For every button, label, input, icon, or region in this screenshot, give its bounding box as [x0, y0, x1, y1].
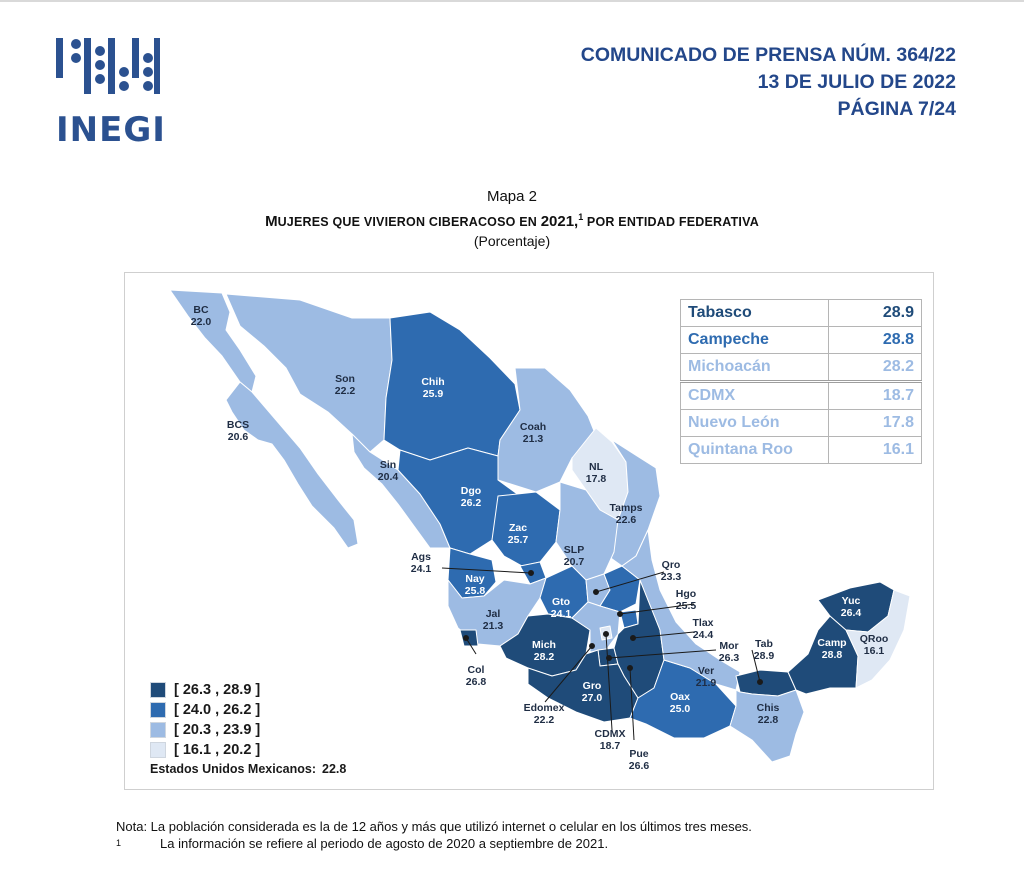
state-qroo	[845, 589, 911, 689]
state-label-gro: Gro 27.0	[582, 680, 603, 704]
legend-swatch	[150, 682, 166, 698]
map-title-initial: M	[265, 213, 278, 230]
footnote-mark: 1	[116, 838, 122, 848]
legend-item: [ 20.3 , 23.9 ]	[150, 720, 260, 740]
state-label-qro: Qro 23.3	[661, 559, 682, 583]
map-title-tail: POR ENTIDAD FEDERATIVA	[583, 215, 759, 229]
map-title-footnote-mark: 1	[578, 212, 584, 222]
ranking-state: Campeche	[680, 326, 829, 354]
ranking-value: 16.1	[828, 436, 922, 464]
ranking-state: CDMX	[680, 380, 829, 410]
state-label-chih: Chih 25.9	[421, 376, 444, 400]
state-label-tamps: Tamps 22.6	[609, 502, 642, 526]
state-label-oax: Oax 25.0	[670, 691, 691, 715]
state-label-zac: Zac 25.7	[508, 522, 529, 546]
state-label-yuc: Yuc 26.4	[841, 595, 862, 619]
state-label-bc: BC 22.0	[191, 304, 212, 328]
state-bcs	[225, 381, 359, 549]
footnote-text: La información se refiere al periodo de …	[160, 836, 609, 851]
legend-item: [ 26.3 , 28.9 ]	[150, 680, 260, 700]
inegi-logo-text: INEGI	[56, 110, 166, 150]
ranking-value: 17.8	[828, 409, 922, 437]
state-label-edomex: Edomex 22.2	[524, 702, 565, 726]
ranking-row: Michoacán 28.2	[680, 353, 922, 382]
map-title-body: UJERES QUE VIVIERON CIBERACOSO EN	[277, 215, 541, 229]
state-label-jal: Jal 21.3	[483, 608, 504, 632]
ranking-value: 28.8	[828, 326, 922, 354]
state-label-chis: Chis 22.8	[757, 702, 780, 726]
ranking-row: Nuevo León 17.8	[680, 409, 922, 437]
legend-swatch	[150, 742, 166, 758]
state-label-slp: SLP 20.7	[564, 544, 585, 568]
ranking-row: CDMX 18.7	[680, 380, 922, 410]
press-release-number: COMUNICADO DE PRENSA NÚM. 364/22	[580, 44, 956, 66]
state-label-ver: Ver 21.9	[696, 665, 717, 689]
map-title-year: 2021,	[540, 213, 579, 230]
national-label: Estados Unidos Mexicanos:	[150, 762, 317, 776]
legend-swatch	[150, 722, 166, 738]
inegi-logo: INEGI	[56, 38, 165, 150]
ranking-state: Quintana Roo	[680, 436, 829, 464]
state-tamps	[607, 439, 661, 567]
footnote-row: 1 La información se refiere al periodo de…	[116, 835, 752, 852]
state-label-gto: Gto 24.1	[551, 596, 572, 620]
state-label-sin: Sin 20.4	[378, 459, 399, 483]
legend-item: [ 24.0 , 26.2 ]	[150, 700, 260, 720]
ranking-value: 18.7	[828, 380, 922, 410]
state-label-qroo: QRoo 16.1	[860, 633, 889, 657]
ranking-table: Tabasco 28.9 Campeche 28.8 Michoacán 28.2 C…	[680, 299, 922, 464]
ranking-state: Nuevo León	[680, 409, 829, 437]
ranking-row: Quintana Roo 16.1	[680, 436, 922, 464]
state-label-camp: Camp 28.8	[817, 637, 846, 661]
state-label-bcs: BCS 20.6	[227, 419, 249, 443]
state-label-coah: Coah 21.3	[520, 421, 546, 445]
state-bc	[169, 289, 257, 393]
state-label-nl: NL 17.8	[586, 461, 607, 485]
map-legend: [ 26.3 , 28.9 ] [ 24.0 , 26.2 ] [ 20.3 ,…	[150, 680, 260, 760]
ranking-row: Campeche 28.8	[680, 326, 922, 354]
national-value: Estados Unidos Mexicanos: 22.8	[150, 762, 346, 776]
state-ver	[621, 529, 741, 691]
state-label-mor: Mor 26.3	[719, 640, 740, 664]
state-tab	[735, 669, 797, 697]
note-text: Nota: La población considerada es la de …	[116, 819, 752, 834]
state-label-cdmx: CDMX 18.7	[595, 728, 626, 752]
state-label-pue: Pue 26.6	[629, 748, 650, 772]
legend-swatch	[150, 702, 166, 718]
ranking-state: Michoacán	[680, 353, 829, 382]
map-title: MUJERES QUE VIVIERON CIBERACOSO EN 2021,…	[0, 212, 1024, 230]
legend-label: [ 24.0 , 26.2 ]	[174, 702, 261, 718]
state-label-tab: Tab 28.9	[754, 638, 775, 662]
ranking-value: 28.2	[828, 353, 922, 382]
state-label-dgo: Dgo 26.2	[461, 485, 482, 509]
inegi-logo-dots-icon	[56, 38, 160, 94]
ranking-state: Tabasco	[680, 299, 829, 327]
state-label-mich: Mich 28.2	[532, 639, 556, 663]
state-label-col: Col 26.8	[466, 664, 487, 688]
legend-item: [ 16.1 , 20.2 ]	[150, 740, 260, 760]
state-label-son: Son 22.2	[335, 373, 356, 397]
footnotes: Nota: La población considerada es la de …	[116, 818, 752, 852]
page-top-rule	[0, 0, 1024, 2]
press-release-header: COMUNICADO DE PRENSA NÚM. 364/22 13 DE J…	[581, 42, 956, 123]
press-release-date: 13 DE JULIO DE 2022	[757, 71, 956, 93]
state-label-tlax: Tlax 24.4	[692, 617, 713, 641]
ranking-row: Tabasco 28.9	[680, 299, 922, 327]
national-number: 22.8	[322, 762, 347, 776]
state-label-hgo: Hgo 25.5	[676, 588, 697, 612]
state-chih	[383, 311, 521, 461]
ranking-value: 28.9	[828, 299, 922, 327]
legend-label: [ 20.3 , 23.9 ]	[174, 722, 261, 738]
legend-label: [ 16.1 , 20.2 ]	[174, 742, 261, 758]
legend-label: [ 26.3 , 28.9 ]	[174, 682, 261, 698]
page-number: PÁGINA 7/24	[837, 98, 957, 120]
state-label-nay: Nay 25.8	[465, 573, 486, 597]
map-number: Mapa 2	[486, 188, 538, 205]
state-chis	[729, 689, 805, 763]
state-label-ags: Ags 24.1	[411, 551, 432, 575]
map-subtitle: (Porcentaje)	[473, 233, 551, 249]
